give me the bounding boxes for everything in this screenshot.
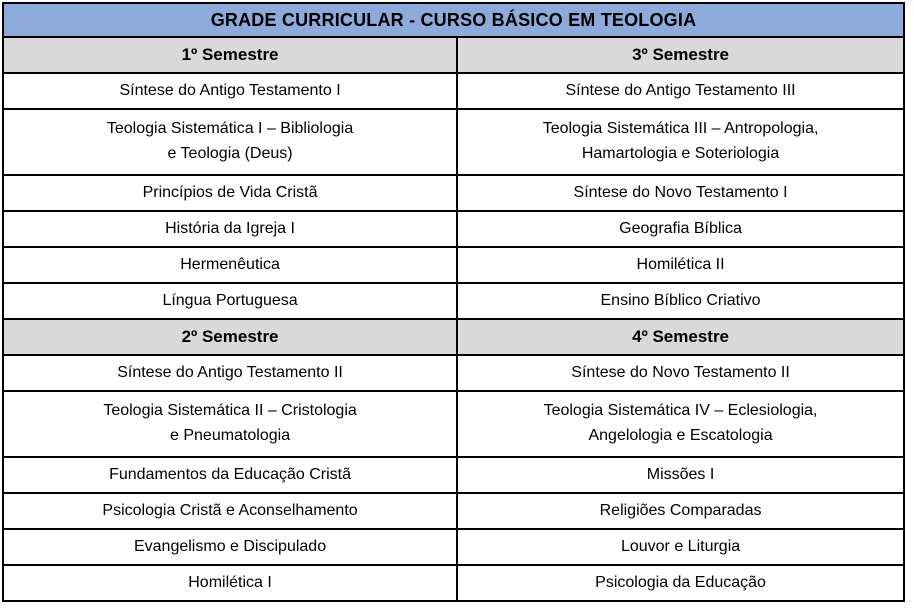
table-row: Teologia Sistemática I – Bibliologia e T…: [1, 108, 905, 176]
course-cell: Síntese do Antigo Testamento I: [1, 72, 459, 110]
course-cell: Evangelismo e Discipulado: [1, 528, 459, 566]
table-row: Homilética I Psicologia da Educação: [1, 564, 905, 602]
semester-header-row-1: 1º Semestre 3º Semestre: [1, 36, 905, 74]
course-cell: Língua Portuguesa: [1, 282, 459, 320]
table-row: Psicologia Cristã e Aconselhamento Relig…: [1, 492, 905, 530]
course-cell: Fundamentos da Educação Cristã: [1, 456, 459, 494]
table-row: Evangelismo e Discipulado Louvor e Litur…: [1, 528, 905, 566]
course-cell: Teologia Sistemática III – Antropologia,…: [456, 108, 905, 176]
course-cell: Síntese do Antigo Testamento II: [1, 354, 459, 392]
table-row: Síntese do Antigo Testamento II Síntese …: [1, 354, 905, 392]
course-cell: Síntese do Novo Testamento II: [456, 354, 905, 392]
course-cell: Princípios de Vida Cristã: [1, 174, 459, 212]
course-cell: Geografia Bíblica: [456, 210, 905, 248]
table-row: Língua Portuguesa Ensino Bíblico Criativ…: [1, 282, 905, 320]
semester-header-1: 1º Semestre: [1, 36, 459, 74]
semester-header-4: 4º Semestre: [456, 318, 905, 356]
course-cell: Homilética II: [456, 246, 905, 284]
course-cell: Teologia Sistemática II – Cristologia e …: [1, 390, 459, 458]
course-cell: Hermenêutica: [1, 246, 459, 284]
table-row: Síntese do Antigo Testamento I Síntese d…: [1, 72, 905, 110]
curriculum-table: GRADE CURRICULAR - CURSO BÁSICO EM TEOLO…: [1, 2, 905, 602]
semester-header-row-2: 2º Semestre 4º Semestre: [1, 318, 905, 356]
course-cell: Síntese do Novo Testamento I: [456, 174, 905, 212]
course-cell: Psicologia Cristã e Aconselhamento: [1, 492, 459, 530]
table-row: Hermenêutica Homilética II: [1, 246, 905, 284]
course-cell: Síntese do Antigo Testamento III: [456, 72, 905, 110]
course-cell: História da Igreja I: [1, 210, 459, 248]
table-row: Fundamentos da Educação Cristã Missões I: [1, 456, 905, 494]
table-row: Teologia Sistemática II – Cristologia e …: [1, 390, 905, 458]
semester-header-3: 3º Semestre: [456, 36, 905, 74]
course-cell: Teologia Sistemática IV – Eclesiologia, …: [456, 390, 905, 458]
course-cell: Missões I: [456, 456, 905, 494]
table-title: GRADE CURRICULAR - CURSO BÁSICO EM TEOLO…: [2, 2, 905, 38]
course-cell: Religiões Comparadas: [456, 492, 905, 530]
table-title-row: GRADE CURRICULAR - CURSO BÁSICO EM TEOLO…: [2, 2, 905, 38]
course-cell: Ensino Bíblico Criativo: [456, 282, 905, 320]
course-cell: Teologia Sistemática I – Bibliologia e T…: [1, 108, 459, 176]
table-row: Princípios de Vida Cristã Síntese do Nov…: [1, 174, 905, 212]
course-cell: Homilética I: [1, 564, 459, 602]
semester-header-2: 2º Semestre: [1, 318, 459, 356]
course-cell: Louvor e Liturgia: [456, 528, 905, 566]
course-cell: Psicologia da Educação: [456, 564, 905, 602]
table-row: História da Igreja I Geografia Bíblica: [1, 210, 905, 248]
